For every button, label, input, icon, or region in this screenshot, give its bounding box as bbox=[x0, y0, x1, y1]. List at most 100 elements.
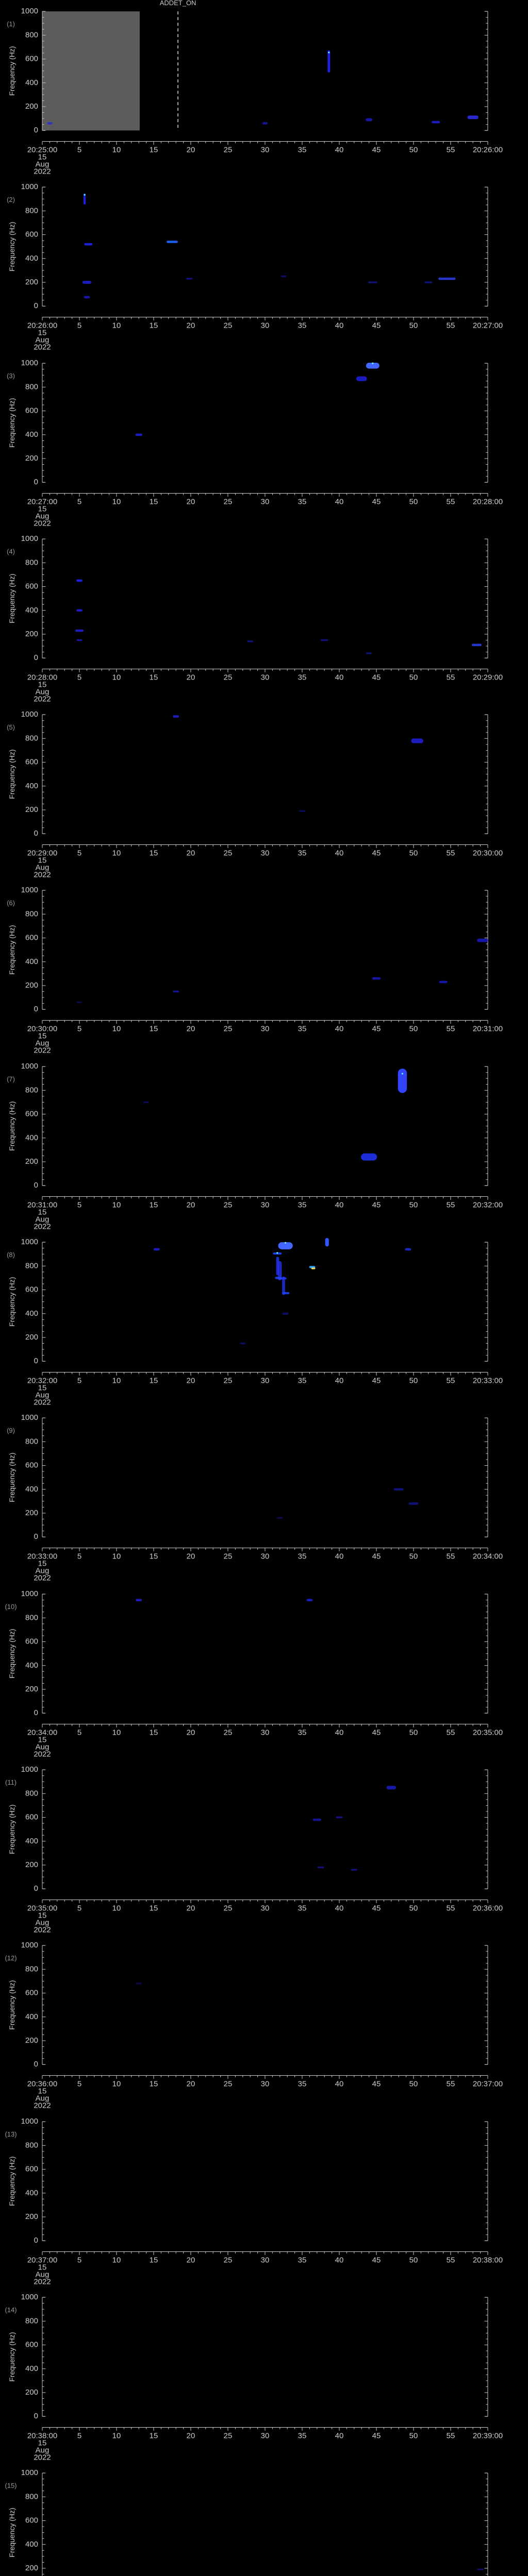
svg-text:(4): (4) bbox=[7, 548, 15, 555]
svg-text:Frequency (Hz): Frequency (Hz) bbox=[8, 46, 16, 95]
svg-text:200: 200 bbox=[25, 2564, 38, 2572]
svg-text:50: 50 bbox=[409, 145, 418, 154]
svg-text:35: 35 bbox=[298, 2080, 307, 2089]
svg-text:20: 20 bbox=[187, 2256, 195, 2264]
svg-text:1000: 1000 bbox=[21, 886, 38, 895]
svg-text:(15): (15) bbox=[5, 2482, 16, 2489]
svg-text:20: 20 bbox=[187, 497, 195, 506]
svg-text:1000: 1000 bbox=[21, 1062, 38, 1071]
svg-text:10: 10 bbox=[112, 1025, 121, 1033]
svg-text:20:35:00: 20:35:00 bbox=[473, 1728, 503, 1737]
svg-text:15: 15 bbox=[150, 1377, 158, 1385]
svg-text:20:29:00: 20:29:00 bbox=[473, 673, 503, 682]
svg-text:800: 800 bbox=[25, 2316, 38, 2325]
svg-text:200: 200 bbox=[25, 1333, 38, 1342]
svg-text:2022: 2022 bbox=[34, 343, 51, 352]
svg-text:200: 200 bbox=[25, 1860, 38, 1869]
svg-text:200: 200 bbox=[25, 278, 38, 286]
svg-text:1000: 1000 bbox=[21, 2293, 38, 2301]
svg-text:5: 5 bbox=[77, 2431, 81, 2440]
svg-text:1000: 1000 bbox=[21, 1238, 38, 1246]
svg-text:Frequency (Hz): Frequency (Hz) bbox=[8, 2156, 16, 2206]
svg-text:45: 45 bbox=[372, 145, 381, 154]
svg-text:5: 5 bbox=[77, 1025, 81, 1033]
svg-text:35: 35 bbox=[298, 1904, 307, 1912]
svg-text:400: 400 bbox=[25, 782, 38, 790]
svg-text:15: 15 bbox=[150, 849, 158, 858]
svg-text:20: 20 bbox=[187, 1025, 195, 1033]
svg-text:0: 0 bbox=[34, 2060, 38, 2069]
svg-text:0: 0 bbox=[34, 829, 38, 838]
svg-text:50: 50 bbox=[409, 2431, 418, 2440]
svg-text:20:32:00: 20:32:00 bbox=[473, 1200, 503, 1209]
svg-text:20: 20 bbox=[187, 2080, 195, 2089]
svg-text:Frequency (Hz): Frequency (Hz) bbox=[8, 2508, 16, 2557]
svg-text:2022: 2022 bbox=[34, 694, 51, 703]
svg-text:20: 20 bbox=[187, 1552, 195, 1561]
svg-text:Frequency (Hz): Frequency (Hz) bbox=[8, 925, 16, 975]
svg-text:600: 600 bbox=[25, 2340, 38, 2349]
svg-text:Frequency (Hz): Frequency (Hz) bbox=[8, 1277, 16, 1327]
svg-text:400: 400 bbox=[25, 2188, 38, 2197]
svg-text:2022: 2022 bbox=[34, 871, 51, 879]
svg-text:5: 5 bbox=[77, 1552, 81, 1561]
svg-text:55: 55 bbox=[447, 2256, 455, 2264]
svg-text:30: 30 bbox=[261, 2431, 270, 2440]
svg-text:200: 200 bbox=[25, 102, 38, 111]
svg-text:800: 800 bbox=[25, 1613, 38, 1622]
svg-text:(5): (5) bbox=[7, 723, 15, 731]
svg-text:(6): (6) bbox=[7, 900, 15, 907]
svg-text:40: 40 bbox=[335, 849, 344, 858]
svg-text:2022: 2022 bbox=[34, 2277, 51, 2286]
svg-text:20:36:00: 20:36:00 bbox=[473, 1904, 503, 1912]
svg-text:45: 45 bbox=[372, 2256, 381, 2264]
svg-text:55: 55 bbox=[447, 2431, 455, 2440]
svg-text:600: 600 bbox=[25, 406, 38, 415]
svg-text:1000: 1000 bbox=[21, 2117, 38, 2126]
svg-text:(8): (8) bbox=[7, 1251, 15, 1259]
svg-text:20: 20 bbox=[187, 321, 195, 330]
svg-text:2022: 2022 bbox=[34, 1574, 51, 1583]
svg-text:5: 5 bbox=[77, 497, 81, 506]
svg-text:30: 30 bbox=[261, 2256, 270, 2264]
svg-text:45: 45 bbox=[372, 1728, 381, 1737]
svg-text:(12): (12) bbox=[5, 1954, 16, 1962]
svg-text:0: 0 bbox=[34, 1533, 38, 1541]
svg-text:600: 600 bbox=[25, 1109, 38, 1118]
svg-text:5: 5 bbox=[77, 673, 81, 682]
svg-text:5: 5 bbox=[77, 145, 81, 154]
svg-text:10: 10 bbox=[112, 321, 121, 330]
svg-text:35: 35 bbox=[298, 1552, 307, 1561]
svg-text:45: 45 bbox=[372, 1552, 381, 1561]
svg-text:10: 10 bbox=[112, 1904, 121, 1912]
svg-text:400: 400 bbox=[25, 957, 38, 966]
svg-text:25: 25 bbox=[224, 1904, 233, 1912]
svg-text:40: 40 bbox=[335, 1200, 344, 1209]
svg-text:30: 30 bbox=[261, 1200, 270, 1209]
svg-text:200: 200 bbox=[25, 1685, 38, 1693]
svg-text:35: 35 bbox=[298, 497, 307, 506]
svg-text:Frequency (Hz): Frequency (Hz) bbox=[8, 750, 16, 799]
svg-text:50: 50 bbox=[409, 2080, 418, 2089]
svg-text:10: 10 bbox=[112, 673, 121, 682]
svg-text:800: 800 bbox=[25, 2492, 38, 2501]
svg-text:30: 30 bbox=[261, 321, 270, 330]
svg-text:Frequency (Hz): Frequency (Hz) bbox=[8, 1980, 16, 2030]
svg-text:35: 35 bbox=[298, 849, 307, 858]
svg-text:20:27:00: 20:27:00 bbox=[473, 321, 503, 330]
svg-text:40: 40 bbox=[335, 1025, 344, 1033]
svg-text:30: 30 bbox=[261, 1025, 270, 1033]
svg-text:55: 55 bbox=[447, 1025, 455, 1033]
svg-text:Frequency (Hz): Frequency (Hz) bbox=[8, 222, 16, 272]
svg-text:45: 45 bbox=[372, 497, 381, 506]
svg-text:Frequency (Hz): Frequency (Hz) bbox=[8, 398, 16, 447]
svg-text:55: 55 bbox=[447, 673, 455, 682]
svg-text:40: 40 bbox=[335, 145, 344, 154]
svg-text:40: 40 bbox=[335, 2256, 344, 2264]
svg-text:55: 55 bbox=[447, 1377, 455, 1385]
svg-text:600: 600 bbox=[25, 1637, 38, 1646]
svg-text:30: 30 bbox=[261, 1728, 270, 1737]
svg-text:1000: 1000 bbox=[21, 359, 38, 367]
svg-text:600: 600 bbox=[25, 1461, 38, 1470]
svg-text:25: 25 bbox=[224, 497, 233, 506]
